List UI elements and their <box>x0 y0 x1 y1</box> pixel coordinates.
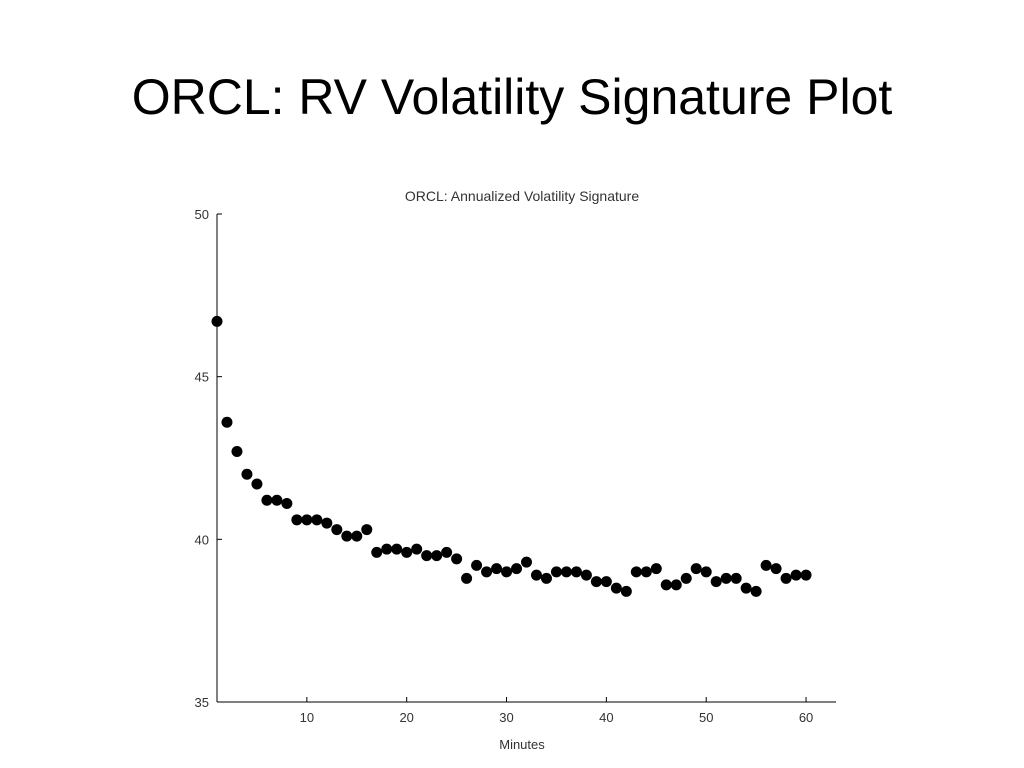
data-point <box>700 566 712 578</box>
data-point <box>710 576 722 588</box>
data-point <box>640 566 652 578</box>
data-point <box>211 315 223 327</box>
x-ticks: 10 20 30 40 50 60 <box>300 697 813 725</box>
x-axis-label: Minutes <box>499 737 545 752</box>
data-point <box>590 576 602 588</box>
data-point <box>271 494 283 506</box>
data-point <box>241 468 253 480</box>
data-point <box>371 546 383 558</box>
data-point <box>421 550 433 562</box>
y-tick-label: 40 <box>195 532 209 547</box>
data-point <box>570 566 582 578</box>
data-point <box>451 553 463 565</box>
data-point <box>780 572 792 584</box>
data-point <box>740 582 752 594</box>
data-point <box>361 524 373 536</box>
data-point <box>461 572 473 584</box>
data-point <box>580 569 592 581</box>
data-point <box>481 566 493 578</box>
data-point <box>720 572 732 584</box>
data-point <box>630 566 642 578</box>
data-point <box>381 543 393 555</box>
data-point <box>730 572 742 584</box>
slide-title: ORCL: RV Volatility Signature Plot <box>131 69 893 125</box>
data-point <box>221 416 233 428</box>
data-point <box>261 494 273 506</box>
data-point <box>351 530 363 542</box>
data-point <box>790 569 802 581</box>
x-tick-label: 40 <box>599 710 613 725</box>
data-point <box>311 514 323 526</box>
data-point <box>560 566 572 578</box>
data-point <box>690 563 702 575</box>
y-tick-label: 35 <box>195 695 209 710</box>
data-point <box>610 582 622 594</box>
data-point <box>540 572 552 584</box>
x-tick-label: 10 <box>300 710 314 725</box>
data-point <box>521 556 532 568</box>
x-tick-label: 50 <box>699 710 713 725</box>
data-point <box>600 576 612 588</box>
data-points <box>211 315 812 597</box>
data-point <box>331 524 343 536</box>
data-point <box>501 566 513 578</box>
data-point <box>650 563 662 575</box>
axes <box>216 214 836 703</box>
data-point <box>670 579 682 591</box>
data-point <box>620 585 632 597</box>
data-point <box>760 559 772 571</box>
data-point <box>281 498 293 510</box>
data-point <box>321 517 333 529</box>
y-tick-label: 45 <box>195 370 209 385</box>
data-point <box>251 478 263 490</box>
chart-title: ORCL: Annualized Volatility Signature <box>405 188 639 204</box>
x-tick-label: 30 <box>499 710 513 725</box>
data-point <box>431 550 443 562</box>
data-point <box>550 566 562 578</box>
data-point <box>491 563 503 575</box>
data-point <box>750 585 762 597</box>
data-point <box>391 543 403 555</box>
data-point <box>231 445 243 457</box>
y-tick-label: 50 <box>195 207 209 222</box>
x-tick-label: 20 <box>399 710 413 725</box>
y-ticks: 35 40 45 50 <box>195 207 222 710</box>
data-point <box>511 563 523 575</box>
data-point <box>441 546 453 558</box>
data-point <box>770 563 782 575</box>
data-point <box>660 579 672 591</box>
data-point <box>530 569 542 581</box>
data-point <box>471 559 483 571</box>
data-point <box>680 572 692 584</box>
data-point <box>800 569 812 581</box>
x-tick-label: 60 <box>799 710 813 725</box>
data-point <box>401 546 413 558</box>
data-point <box>301 514 313 526</box>
data-point <box>411 543 423 555</box>
data-point <box>291 514 303 526</box>
data-point <box>341 530 353 542</box>
